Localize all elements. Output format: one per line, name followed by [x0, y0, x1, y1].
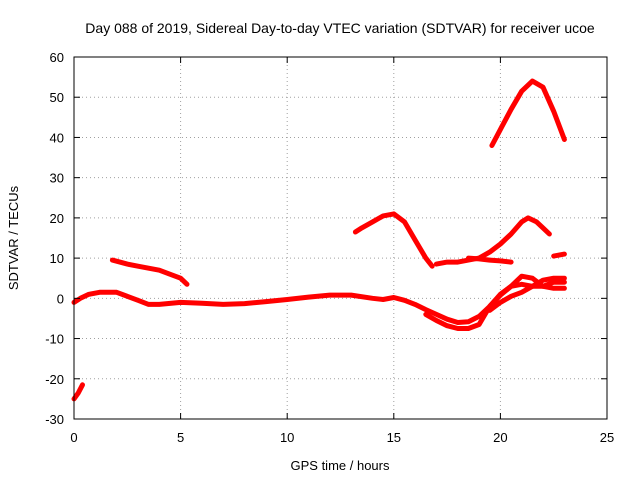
grid — [74, 57, 607, 419]
x-tick-label: 20 — [493, 430, 507, 445]
y-tick-label: 30 — [50, 171, 64, 186]
x-tick-label: 5 — [177, 430, 184, 445]
y-tick-label: 20 — [50, 211, 64, 226]
y-axis-label: SDTVAR / TECUs — [6, 185, 21, 290]
series-arc-flat-ten — [465, 255, 514, 265]
series-arc-high-peak — [489, 78, 567, 148]
y-tick-label: 10 — [50, 251, 64, 266]
y-tick-label: 0 — [57, 291, 64, 306]
plot-frame — [73, 56, 608, 420]
series-arc-evening-rise — [433, 215, 552, 267]
series-arc-midday-hump — [352, 211, 435, 269]
series-arc-late-low — [487, 275, 567, 313]
series-layer — [71, 78, 567, 402]
x-tick-label: 25 — [600, 430, 614, 445]
x-axis-label: GPS time / hours — [291, 458, 390, 473]
x-tick-label: 15 — [387, 430, 401, 445]
tick-labels: 0 5 10 15 20 25 -30 -20 -10 0 10 20 30 40 50 60 — [45, 50, 614, 445]
chart-title: Day 088 of 2019, Sidereal Day-to-day VTE… — [85, 20, 595, 36]
x-tick-label: 0 — [70, 430, 77, 445]
series-arc-late-dip — [423, 273, 567, 331]
y-tick-label: -20 — [45, 372, 64, 387]
y-tick-label: -10 — [45, 332, 64, 347]
y-tick-label: 60 — [50, 50, 64, 65]
y-tick-label: 40 — [50, 130, 64, 145]
y-tick-label: -30 — [45, 412, 64, 427]
series-arc-early-decline — [109, 257, 190, 287]
series-arc-end-eleven — [551, 251, 567, 259]
series-arc-start-negative — [71, 382, 85, 402]
y-tick-label: 50 — [50, 90, 64, 105]
x-tick-label: 10 — [280, 430, 294, 445]
